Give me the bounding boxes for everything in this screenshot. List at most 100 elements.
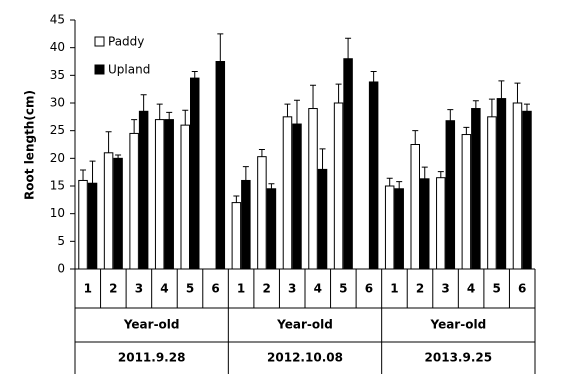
error-bar bbox=[463, 126, 470, 135]
group-name: 2012.10.08 bbox=[267, 351, 343, 365]
error-bar bbox=[335, 83, 342, 103]
x-tick-label: 1 bbox=[84, 282, 92, 296]
x-tick-label: 1 bbox=[390, 282, 398, 296]
y-tick-label: 25 bbox=[50, 123, 65, 137]
bar bbox=[496, 98, 507, 270]
bar bbox=[461, 134, 472, 270]
y-tick-label: 40 bbox=[50, 40, 65, 54]
bar bbox=[241, 179, 251, 270]
group-label: Year-old bbox=[429, 318, 486, 332]
error-bar bbox=[514, 82, 521, 103]
bar bbox=[436, 177, 446, 270]
error-bar bbox=[166, 111, 173, 120]
error-bar bbox=[191, 70, 198, 79]
error-bar bbox=[115, 154, 122, 159]
error-bar bbox=[268, 183, 275, 189]
error-bar bbox=[284, 103, 291, 117]
error-bar bbox=[140, 94, 147, 112]
bar bbox=[190, 77, 200, 270]
group-label: Year-old bbox=[276, 318, 333, 332]
x-tick-label: 3 bbox=[288, 282, 296, 296]
x-tick-label: 2 bbox=[262, 282, 270, 296]
error-bar bbox=[421, 166, 428, 179]
x-tick-label: 2 bbox=[109, 282, 117, 296]
bar bbox=[522, 110, 532, 270]
error-bar bbox=[447, 109, 454, 121]
x-tick-label: 5 bbox=[339, 282, 347, 296]
error-bar bbox=[131, 119, 138, 134]
bar bbox=[282, 116, 293, 270]
bar bbox=[333, 102, 344, 270]
bar bbox=[257, 156, 267, 270]
error-bar bbox=[488, 98, 495, 117]
y-tick-label: 30 bbox=[50, 96, 65, 110]
bar bbox=[445, 120, 456, 270]
x-tick-label: 4 bbox=[314, 282, 322, 296]
bar bbox=[164, 119, 174, 270]
bar bbox=[420, 178, 430, 270]
x-tick-label: 1 bbox=[237, 282, 245, 296]
error-bar bbox=[396, 181, 403, 189]
bar bbox=[410, 144, 420, 270]
legend-label: Paddy bbox=[108, 35, 144, 49]
legend-label: Upland bbox=[108, 63, 150, 77]
group-label: Year-old bbox=[123, 318, 180, 332]
error-bar bbox=[412, 130, 419, 145]
y-tick-label: 10 bbox=[50, 206, 65, 220]
error-bar bbox=[370, 70, 377, 82]
y-tick-label: 45 bbox=[50, 13, 65, 27]
x-tick-label: 6 bbox=[518, 282, 526, 296]
error-bar bbox=[345, 37, 352, 59]
bar bbox=[215, 61, 226, 270]
bar bbox=[103, 152, 114, 270]
y-tick-label: 5 bbox=[57, 234, 65, 248]
x-tick-label: 3 bbox=[441, 282, 449, 296]
x-tick-label: 3 bbox=[135, 282, 143, 296]
group-name: 2013.9.25 bbox=[425, 351, 493, 365]
error-bar bbox=[293, 99, 300, 125]
error-bar bbox=[217, 33, 224, 62]
bar bbox=[138, 110, 149, 270]
error-bar bbox=[472, 100, 479, 109]
error-bar bbox=[319, 148, 326, 170]
y-tick-label: 0 bbox=[57, 262, 65, 276]
error-bar bbox=[498, 80, 505, 99]
bar bbox=[87, 182, 98, 270]
bar bbox=[487, 116, 497, 270]
error-bar bbox=[386, 177, 393, 186]
error-bar bbox=[258, 148, 265, 157]
bar bbox=[231, 202, 242, 270]
error-bar bbox=[523, 103, 530, 112]
error-bar bbox=[233, 195, 240, 203]
bar bbox=[78, 179, 88, 270]
error-bar bbox=[182, 109, 189, 126]
group-name: 2011.9.28 bbox=[118, 351, 186, 365]
y-tick-label: 35 bbox=[50, 68, 65, 82]
bar bbox=[129, 132, 139, 270]
x-tick-label: 5 bbox=[186, 282, 194, 296]
y-axis-title: Root length(cm) bbox=[23, 90, 37, 200]
legend-swatch bbox=[94, 64, 105, 75]
bar bbox=[308, 108, 318, 270]
bar bbox=[154, 119, 165, 270]
bar bbox=[512, 102, 523, 270]
error-bar bbox=[310, 84, 317, 109]
bar bbox=[266, 188, 277, 270]
error-bar bbox=[156, 103, 163, 120]
x-tick-label: 5 bbox=[492, 282, 500, 296]
x-tick-label: 6 bbox=[211, 282, 219, 296]
bar bbox=[343, 58, 353, 270]
error-bar bbox=[80, 169, 87, 181]
x-tick-label: 2 bbox=[416, 282, 424, 296]
legend-swatch bbox=[94, 36, 105, 47]
bar bbox=[317, 168, 328, 270]
bar bbox=[394, 188, 404, 270]
error-bar bbox=[242, 166, 249, 181]
x-tick-label: 6 bbox=[365, 282, 373, 296]
error-bar bbox=[89, 160, 96, 184]
x-tick-label: 4 bbox=[467, 282, 475, 296]
error-bar bbox=[105, 131, 112, 153]
y-tick-label: 15 bbox=[50, 179, 65, 193]
error-bar bbox=[437, 171, 444, 178]
